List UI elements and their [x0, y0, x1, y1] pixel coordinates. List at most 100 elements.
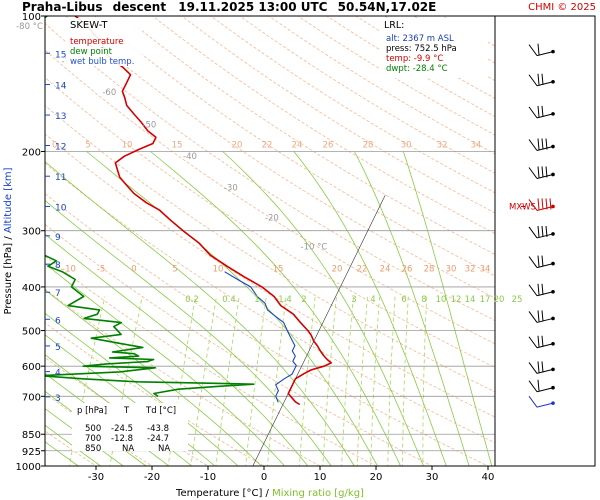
wind-barb-feather	[545, 225, 548, 237]
mixing-ratio-label: 12	[451, 295, 462, 305]
x-tick-label: 40	[482, 472, 495, 483]
wind-barb-shaft	[536, 263, 554, 269]
dry-adiabat-label: 24	[292, 140, 303, 150]
dry-adiabat-label: 30	[446, 265, 457, 275]
wind-barb-dot	[551, 341, 555, 346]
pressure-tick-label: 925	[22, 447, 41, 458]
mixing-ratio-line	[387, 296, 396, 466]
dry-adiabat-label: 20	[332, 265, 343, 275]
wind-barb-dot	[551, 144, 555, 149]
dry-adiabat-label: 26	[323, 140, 334, 150]
wind-barb-staff	[528, 395, 538, 408]
dry-adiabat-label: 22	[262, 140, 273, 150]
pressure-tick-label: 1000	[16, 462, 41, 473]
dry-adiabat-label: 5	[85, 140, 90, 150]
wind-barb-shaft	[536, 368, 554, 374]
table-cell: -43.8	[147, 424, 169, 434]
altitude-tick-label: 4	[55, 369, 61, 379]
legend-title: SKEW-T	[70, 20, 108, 31]
wind-barb-dot	[551, 204, 555, 209]
isotherm-label: -40	[183, 152, 197, 162]
wind-barb-dot	[551, 261, 555, 266]
altitude-tick-label: 9	[55, 233, 61, 243]
wind-barb-dot	[551, 79, 555, 84]
altitude-tick-label: 11	[55, 173, 66, 183]
wind-barb-feather	[537, 283, 540, 295]
table-cell: 500	[85, 424, 101, 434]
temperature-profile	[74, 16, 333, 406]
legend-dew-point: dew point	[70, 47, 113, 57]
dry-adiabat-line	[45, 76, 495, 368]
mixing-ratio-line	[266, 296, 287, 466]
wind-barb-staff	[528, 311, 538, 323]
wind-barb-staff	[528, 106, 538, 119]
wind-barb	[528, 395, 555, 408]
table-header-td: Td [°C]	[145, 406, 176, 416]
mixing-ratio-line	[215, 296, 240, 466]
wind-barb-dot	[551, 49, 555, 54]
lrl-temp: temp: -9.9 °C	[386, 54, 443, 64]
dry-adiabat-line	[45, 193, 489, 466]
pressure-tick-label: 300	[22, 227, 41, 238]
data-table: p [hPa] T Td [°C] 500 -24.5 -43.8 700 -1…	[77, 406, 176, 454]
x-tick-label: 20	[370, 472, 383, 483]
mixing-ratio-line	[401, 296, 409, 466]
wind-barb-feather	[541, 198, 544, 210]
dry-adiabat-label: 26	[402, 265, 413, 275]
x-tick-label: -10	[200, 472, 216, 483]
pressure-tick-label: 400	[22, 283, 41, 294]
moist-adiabat-line	[293, 151, 447, 466]
wind-barb-shaft	[536, 146, 554, 152]
wind-barb-feather	[537, 43, 540, 55]
wind-barb-shaft	[536, 387, 554, 393]
dry-adiabat-line	[152, 16, 495, 234]
wind-barb-shaft	[536, 402, 554, 408]
mixing-ratio-label: 25	[512, 295, 523, 305]
mixing-ratio-label: 0.4	[222, 295, 236, 305]
mixing-ratio-label: 20	[494, 295, 505, 305]
wind-barb-feather	[541, 255, 544, 267]
wind-barb-shaft	[536, 317, 554, 323]
mixing-ratio-label: 1.4	[278, 295, 292, 305]
dry-adiabat-label: 28	[424, 265, 435, 275]
table-cell: -24.7	[147, 434, 169, 444]
wind-barb-staff	[528, 167, 538, 179]
mixing-ratio-line	[341, 296, 354, 466]
x-axis-title-mixing: Mixing ratio [g/kg]	[272, 488, 364, 499]
dry-adiabat-label: 34	[471, 140, 482, 150]
wind-barb-feather	[541, 73, 544, 85]
wind-barb-shaft	[536, 343, 554, 349]
moist-adiabat-line	[402, 151, 493, 466]
data-table-bg	[72, 403, 188, 451]
wind-barb-feather	[537, 198, 540, 210]
dry-adiabat-label: 32	[465, 265, 476, 275]
wind-barb	[528, 335, 555, 349]
wind-barb-feather	[537, 73, 540, 85]
x-tick-label: 0	[261, 472, 267, 483]
wind-barb-dot	[551, 367, 555, 372]
wind-barb-shaft	[536, 173, 554, 179]
altitude-tick-label: 7	[55, 289, 61, 299]
mixing-ratio-label: 2	[301, 295, 306, 305]
moist-adiabat-line	[150, 151, 401, 466]
mixing-ratio-label: 4	[370, 295, 375, 305]
y-axis-title-pressure: Pressure [hPa]	[3, 243, 14, 315]
mixing-ratio-label: 17	[480, 295, 491, 305]
x-tick-label: -20	[144, 472, 160, 483]
wind-barb-dot	[551, 385, 555, 390]
wind-barb-feather	[537, 138, 540, 150]
pressure-tick-label: 600	[22, 362, 41, 373]
moist-adiabat-line	[45, 200, 332, 466]
altitude-tick-label: 5	[55, 343, 61, 353]
altitude-tick-label: 8	[55, 261, 61, 271]
table-cell: -12.8	[111, 434, 133, 444]
dry-adiabat-label: 34	[480, 265, 491, 275]
wind-barb	[528, 283, 555, 297]
pressure-tick-label: 850	[22, 430, 41, 441]
wind-barb-feather	[541, 225, 544, 237]
legend-box	[66, 18, 142, 66]
wind-barb-shaft	[536, 291, 554, 297]
wind-barb-staff	[528, 256, 538, 268]
isotherm-label: -60	[102, 88, 116, 98]
